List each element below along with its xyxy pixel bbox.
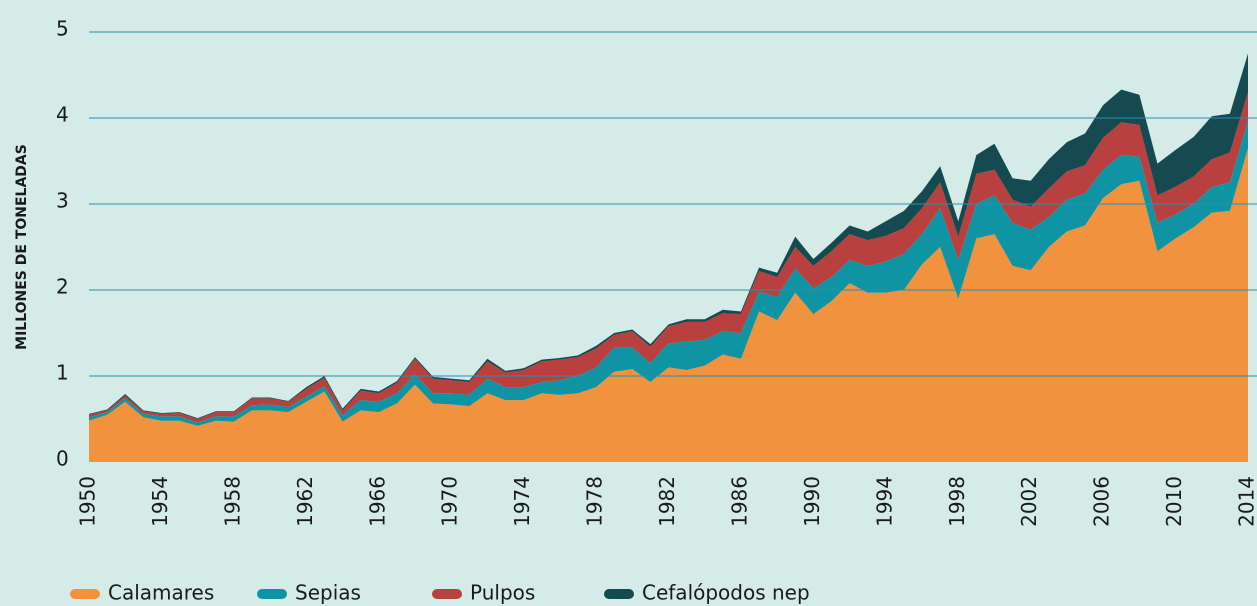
legend-label: Pulpos <box>470 581 535 605</box>
x-tick-label: 1950 <box>76 476 100 527</box>
x-tick-label: 1994 <box>872 476 896 527</box>
y-tick-label: 2 <box>56 275 69 299</box>
legend-swatch <box>432 589 462 599</box>
y-tick-label: 4 <box>56 103 69 127</box>
legend-swatch <box>70 589 100 599</box>
area <box>89 120 1248 426</box>
legend-label: Cefalópodos nep <box>642 581 810 605</box>
x-tick-label: 2002 <box>1017 476 1041 527</box>
x-tick-label: 1978 <box>583 476 607 527</box>
y-tick-label: 3 <box>56 189 69 213</box>
x-tick-label: 2014 <box>1235 476 1257 527</box>
x-tick-label: 1990 <box>800 476 824 527</box>
x-tick-label: 1954 <box>148 476 172 527</box>
area <box>89 92 1248 423</box>
x-tick-label: 1986 <box>727 476 751 527</box>
area <box>89 148 1248 462</box>
y-tick-label: 0 <box>56 447 69 471</box>
legend-swatch <box>257 589 287 599</box>
x-tick-label: 1998 <box>945 476 969 527</box>
legend-label: Sepias <box>295 581 361 605</box>
y-tick-label: 5 <box>56 17 69 41</box>
x-tick-label: 1970 <box>438 476 462 527</box>
y-tick-label: 1 <box>56 361 69 385</box>
x-tick-label: 2010 <box>1162 476 1186 527</box>
x-tick-label: 1982 <box>655 476 679 527</box>
legend-swatch <box>604 589 634 599</box>
y-axis-label: MILLONES DE TONELADAS <box>14 144 30 350</box>
x-tick-label: 1966 <box>365 476 389 527</box>
x-tick-label: 1958 <box>220 476 244 527</box>
x-tick-label: 1974 <box>510 476 534 527</box>
legend-label: Calamares <box>108 581 214 605</box>
x-tick-label: 2006 <box>1090 476 1114 527</box>
x-tick-label: 1962 <box>293 476 317 527</box>
